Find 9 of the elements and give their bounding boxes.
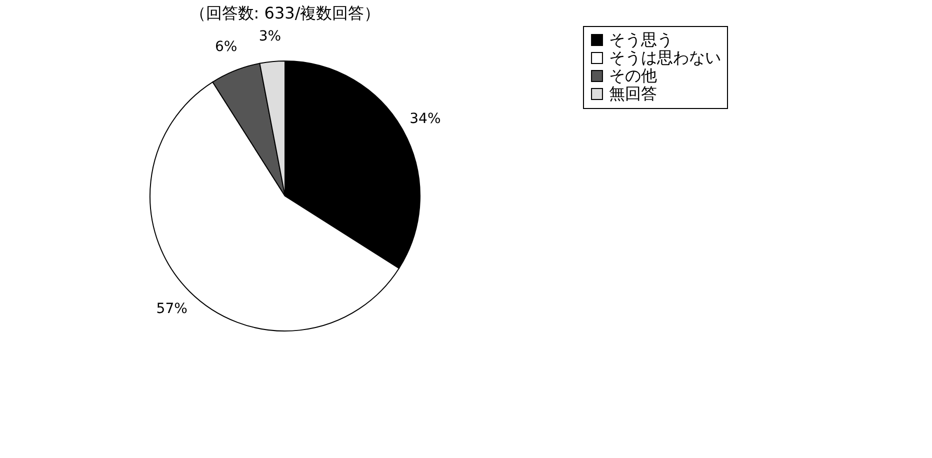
legend-label: そう思う xyxy=(609,30,673,49)
chart-title: （回答数: 633/複数回答） xyxy=(190,4,380,22)
data-label: 6% xyxy=(214,39,238,56)
legend-label: 無回答 xyxy=(609,84,657,103)
legend-label: その他 xyxy=(609,66,657,85)
legend-label: そうは思わない xyxy=(609,48,721,67)
data-label: 34% xyxy=(410,110,441,127)
data-label: 57% xyxy=(156,301,188,318)
data-label: 3% xyxy=(258,28,282,45)
